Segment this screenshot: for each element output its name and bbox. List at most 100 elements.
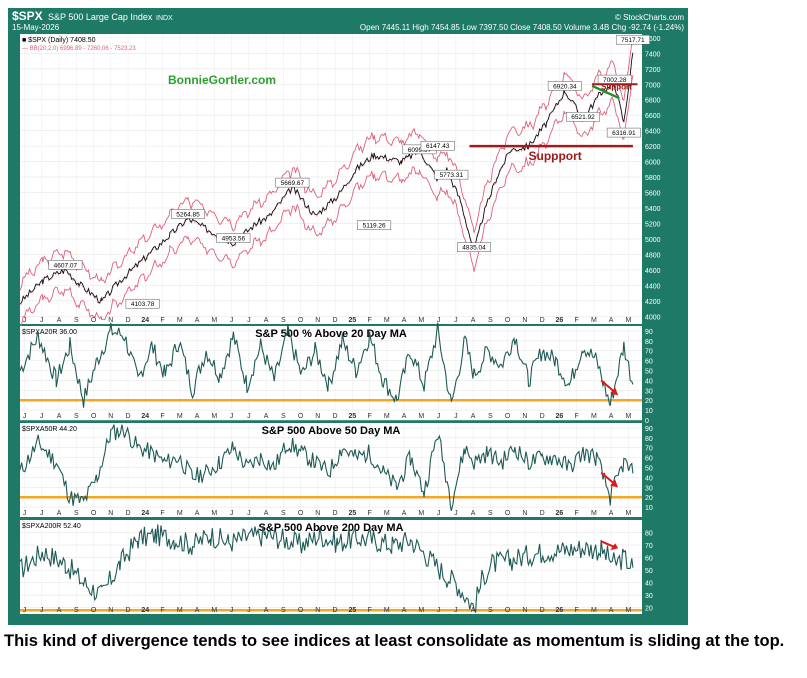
y-tick-label: 6400 <box>645 129 661 136</box>
x-tick-label: J <box>247 607 251 614</box>
panel-title: S&P 500 Above 50 Day MA <box>262 425 401 437</box>
x-tick-label: J <box>40 413 44 420</box>
x-tick-label: J <box>230 607 234 614</box>
x-tick-label: A <box>57 510 62 517</box>
x-tick-label: M <box>591 510 597 517</box>
x-tick-label: A <box>195 413 200 420</box>
price-annotation: 7517.71 <box>621 37 645 44</box>
x-tick-label: M <box>211 607 217 614</box>
x-tick-label: M <box>625 510 631 517</box>
x-tick-label: M <box>591 317 597 324</box>
y-tick-label: 4800 <box>645 252 661 259</box>
series-line-pct200 <box>19 524 634 613</box>
x-tick-label: J <box>40 317 44 324</box>
x-tick-label: A <box>609 413 614 420</box>
x-tick-label: J <box>247 317 251 324</box>
x-tick-label: 24 <box>141 317 149 324</box>
series-line-pct50 <box>19 424 634 511</box>
red-arrowhead <box>610 387 619 396</box>
x-tick-label: S <box>281 317 286 324</box>
y-tick-label: 7600 <box>645 36 661 43</box>
price-annotation-box <box>420 140 455 151</box>
panel-title: S&P 500 Above 200 Day MA <box>259 522 404 534</box>
x-tick-label: M <box>177 413 183 420</box>
x-tick-label: F <box>574 317 578 324</box>
x-tick-label: N <box>315 510 320 517</box>
x-tick-label: M <box>384 317 390 324</box>
x-tick-label: 26 <box>555 607 563 614</box>
price-annotation-box <box>216 233 251 243</box>
x-tick-label: J <box>23 510 27 517</box>
x-tick-label: O <box>91 317 97 324</box>
x-tick-label: S <box>74 607 79 614</box>
legend-indicator: $SPXA20R 36.00 <box>22 329 77 336</box>
x-tick-label: A <box>195 510 200 517</box>
symbol: $SPX <box>12 9 43 23</box>
x-tick-label: A <box>57 317 62 324</box>
panels: 4000 4200 4400 4600 4800 5000 5200 5400 5600 5800… <box>19 34 661 614</box>
x-tick-label: A <box>195 317 200 324</box>
x-tick-label: F <box>160 317 164 324</box>
y-tick-label: 30 <box>645 593 653 600</box>
x-tick-label: M <box>384 607 390 614</box>
stockcharts-figure: $SPX S&P 500 Large Cap Index INDX © Stoc… <box>12 9 684 614</box>
x-tick-label: A <box>264 510 269 517</box>
y-tick-label: 7400 <box>645 51 661 58</box>
x-tick-label: N <box>522 607 527 614</box>
x-tick-label: A <box>402 317 407 324</box>
x-tick-label: N <box>522 413 527 420</box>
x-tick-label: M <box>418 510 424 517</box>
x-tick-label: A <box>264 607 269 614</box>
x-tick-label: 25 <box>348 413 356 420</box>
x-tick-label: J <box>247 413 251 420</box>
x-tick-label: 24 <box>141 413 149 420</box>
y-tick-label: 70 <box>645 543 653 550</box>
middle-band <box>19 54 634 306</box>
x-tick-label: J <box>437 607 441 614</box>
y-tick-label: 30 <box>645 485 653 492</box>
price-annotation-box <box>48 260 83 270</box>
y-tick-label: 30 <box>645 388 653 395</box>
panel-bg-0 <box>20 34 642 324</box>
price-annotation-box <box>566 111 600 122</box>
x-tick-label: J <box>230 317 234 324</box>
x-tick-label: D <box>126 317 131 324</box>
price-annotation: 6316.91 <box>612 130 636 137</box>
y-tick-label: 4600 <box>645 268 661 275</box>
caption: This kind of divergence tends to see ind… <box>4 632 785 650</box>
y-tick-label: 4000 <box>645 314 661 321</box>
x-tick-label: M <box>418 607 424 614</box>
y-tick-label: 6000 <box>645 160 661 167</box>
y-tick-label: 60 <box>645 456 653 463</box>
x-tick-label: A <box>609 510 614 517</box>
y-tick-label: 80 <box>645 436 653 443</box>
x-tick-label: O <box>298 510 304 517</box>
x-tick-label: A <box>264 317 269 324</box>
x-tick-label: A <box>57 607 62 614</box>
x-tick-label: O <box>91 510 97 517</box>
x-tick-label: D <box>333 607 338 614</box>
y-tick-label: 80 <box>645 531 653 538</box>
y-tick-label: 20 <box>645 495 653 502</box>
x-tick-label: D <box>126 607 131 614</box>
price-annotation-box <box>275 177 310 188</box>
y-tick-label: 90 <box>645 329 653 336</box>
x-tick-label: D <box>126 413 131 420</box>
red-arrow <box>600 540 616 549</box>
x-tick-label: M <box>177 510 183 517</box>
price-annotation: 5669.67 <box>281 180 305 187</box>
y-tick-label: 10 <box>645 408 653 415</box>
x-tick-label: S <box>281 510 286 517</box>
price-annotation: 5119.26 <box>363 223 386 230</box>
legend-indicator: $SPXA200R 52.40 <box>22 523 81 530</box>
y-tick-label: 90 <box>645 426 653 433</box>
x-tick-label: 25 <box>348 317 356 324</box>
x-tick-label: D <box>333 413 338 420</box>
x-tick-label: O <box>298 413 304 420</box>
x-tick-label: A <box>402 607 407 614</box>
price-annotation: 6147.43 <box>426 143 450 150</box>
price-annotation-box <box>125 298 160 309</box>
price-annotation-box <box>606 127 641 138</box>
x-tick-label: M <box>211 317 217 324</box>
x-tick-label: M <box>384 510 390 517</box>
